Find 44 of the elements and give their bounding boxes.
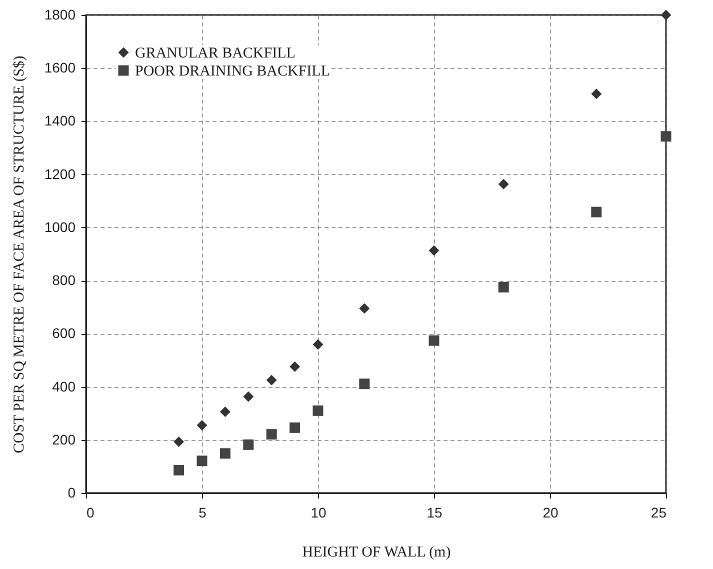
- point: [660, 10, 672, 20]
- point: [498, 178, 509, 190]
- legend-label: GRANULAR BACKFILL: [135, 46, 296, 62]
- point: [498, 282, 509, 292]
- point: [428, 335, 440, 346]
- point: [591, 206, 602, 218]
- y-tick-label: 1600: [44, 60, 76, 76]
- point: [359, 378, 370, 390]
- x-tick-label: 0: [86, 504, 94, 520]
- point: [266, 429, 277, 440]
- y-tick-label: 400: [52, 378, 76, 394]
- point: [196, 456, 208, 466]
- point: [312, 339, 324, 350]
- point: [312, 405, 324, 416]
- point: [359, 303, 370, 314]
- y-tick-label: 1200: [44, 166, 76, 182]
- legend-label: POOR DRAINING BACKFILL: [135, 64, 330, 80]
- x-tick-label: 20: [542, 504, 558, 520]
- x-axis-title: HEIGHT OF WALL (m): [302, 544, 451, 560]
- y-tick-label: 1800: [44, 6, 76, 22]
- point: [220, 448, 230, 459]
- y-tick-label: 1400: [44, 112, 76, 129]
- point: [174, 464, 184, 476]
- y-tick-label: 600: [52, 325, 76, 342]
- point: [591, 88, 602, 100]
- point: [243, 439, 254, 450]
- y-tick-label: 200: [52, 431, 76, 448]
- x-tick-label: 15: [426, 504, 442, 520]
- y-tick-label: 0: [68, 484, 76, 500]
- point: [290, 422, 300, 433]
- point: [428, 245, 440, 256]
- point: [174, 436, 184, 447]
- y-axis-title: COST PER SQ METRE OF FACE AREA OF STRUCTURE (S$): [11, 56, 28, 454]
- y-tick-label: 1000: [44, 218, 76, 235]
- point: [196, 420, 208, 431]
- point: [266, 374, 277, 386]
- point: [660, 131, 672, 142]
- point: [243, 391, 254, 402]
- x-tick-label: 10: [310, 504, 326, 520]
- point: [290, 361, 300, 372]
- x-tick-label: 25: [650, 504, 667, 520]
- point: [220, 406, 230, 417]
- x-tick-label: 5: [198, 504, 207, 520]
- y-tick-label: 800: [52, 272, 76, 288]
